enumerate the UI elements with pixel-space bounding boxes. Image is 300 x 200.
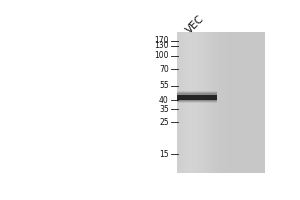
Bar: [248, 32, 250, 173]
Bar: [261, 32, 263, 173]
Bar: [232, 32, 234, 173]
Text: 170: 170: [154, 36, 169, 45]
Text: 15: 15: [159, 150, 169, 159]
Bar: [186, 32, 188, 173]
Bar: [177, 91, 217, 103]
Bar: [201, 32, 203, 173]
Bar: [179, 32, 182, 173]
Bar: [239, 32, 241, 173]
Bar: [177, 93, 217, 101]
Bar: [206, 32, 208, 173]
Bar: [241, 32, 243, 173]
Bar: [193, 32, 195, 173]
Bar: [184, 32, 186, 173]
Bar: [252, 32, 254, 173]
Bar: [188, 32, 190, 173]
Bar: [195, 32, 197, 173]
Bar: [212, 32, 214, 173]
Bar: [237, 32, 239, 173]
Text: 25: 25: [159, 118, 169, 127]
Bar: [217, 32, 219, 173]
Bar: [243, 32, 245, 173]
Bar: [203, 32, 206, 173]
Bar: [263, 32, 266, 173]
Bar: [228, 32, 230, 173]
Bar: [190, 32, 193, 173]
Bar: [208, 32, 210, 173]
Text: 40: 40: [159, 96, 169, 105]
Bar: [245, 32, 248, 173]
Bar: [254, 32, 256, 173]
Bar: [177, 95, 217, 100]
Text: 70: 70: [159, 65, 169, 74]
Text: VEC: VEC: [184, 13, 206, 35]
Text: 100: 100: [154, 51, 169, 60]
Bar: [182, 32, 184, 173]
Bar: [177, 92, 217, 102]
Text: 130: 130: [154, 41, 169, 50]
Text: 55: 55: [159, 81, 169, 90]
Bar: [219, 32, 221, 173]
Bar: [224, 32, 226, 173]
Text: 35: 35: [159, 105, 169, 114]
Bar: [256, 32, 259, 173]
Bar: [199, 32, 201, 173]
Bar: [230, 32, 232, 173]
Bar: [197, 32, 199, 173]
Bar: [177, 32, 179, 173]
Bar: [234, 32, 237, 173]
Bar: [214, 32, 217, 173]
Bar: [259, 32, 261, 173]
Bar: [226, 32, 228, 173]
Bar: [221, 32, 224, 173]
Bar: [250, 32, 252, 173]
Bar: [210, 32, 212, 173]
